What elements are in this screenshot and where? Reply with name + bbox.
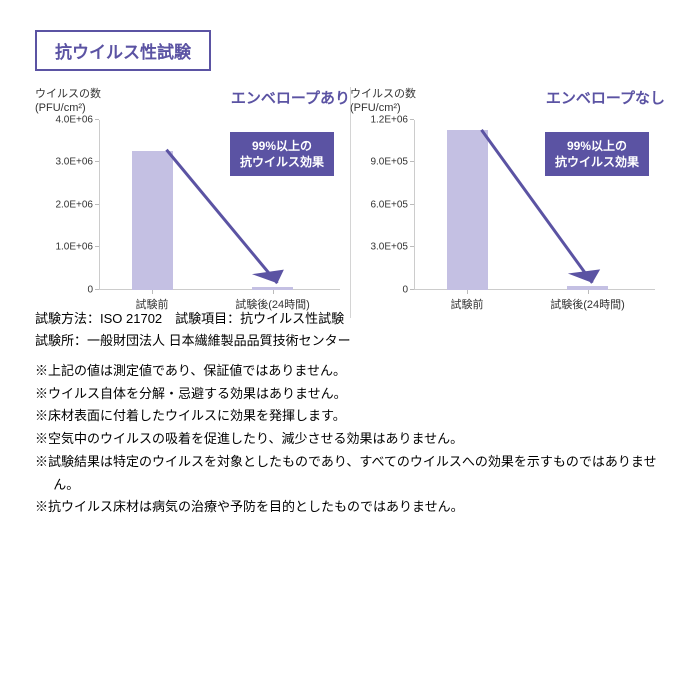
notes-line2: 試験所：一般財団法人 日本繊維製品品質技術センター bbox=[35, 330, 665, 352]
envelope-label: エンベロープあり bbox=[231, 87, 350, 108]
y-tick-label: 1.2E+06 bbox=[370, 114, 408, 125]
disclaimer-line: ※床材表面に付着したウイルスに効果を発揮します。 bbox=[35, 405, 665, 428]
chart-area: 01.0E+062.0E+063.0E+064.0E+06試験前試験後(24時間… bbox=[99, 120, 340, 290]
x-tick-label: 試験前 bbox=[451, 296, 484, 312]
charts-row: ウイルスの数(PFU/cm²)エンベロープあり01.0E+062.0E+063.… bbox=[35, 87, 665, 290]
y-tick-label: 4.0E+06 bbox=[55, 114, 93, 125]
envelope-label: エンベロープなし bbox=[546, 87, 665, 108]
y-tick-label: 3.0E+06 bbox=[55, 157, 93, 168]
y-tick-label: 0 bbox=[87, 284, 93, 295]
y-tick-label: 6.0E+05 bbox=[370, 199, 408, 210]
x-tick-label: 試験後(24時間) bbox=[235, 296, 310, 312]
disclaimer-line: ※ウイルス自体を分解・忌避する効果はありません。 bbox=[35, 383, 665, 406]
y-tick-label: 2.0E+06 bbox=[55, 199, 93, 210]
x-tick-label: 試験前 bbox=[136, 296, 169, 312]
disclaimer-line: ※空気中のウイルスの吸着を促進したり、減少させる効果はありません。 bbox=[35, 428, 665, 451]
bar bbox=[447, 130, 488, 290]
disclaimer-line: ※抗ウイルス床材は病気の治療や予防を目的としたものではありません。 bbox=[35, 496, 665, 519]
disclaimers: ※上記の値は測定値であり、保証値ではありません。※ウイルス自体を分解・忌避する効… bbox=[35, 360, 665, 519]
chart-envelope-yes: ウイルスの数(PFU/cm²) エンベロープあり 01.0E+062.0E+063.… bbox=[35, 87, 350, 290]
title-badge: 抗ウイルス性試験 bbox=[35, 30, 211, 71]
y-tick-label: 0 bbox=[402, 284, 408, 295]
effect-callout: 99%以上の抗ウイルス効果 bbox=[230, 132, 334, 176]
y-tick-label: 3.0E+05 bbox=[370, 242, 408, 253]
x-tick-label: 試験後(24時間) bbox=[550, 296, 625, 312]
y-axis-label: ウイルスの数(PFU/cm²) bbox=[350, 87, 416, 116]
disclaimer-line: ※試験結果は特定のウイルスを対象としたものであり、すべてのウイルスへの効果を示す… bbox=[35, 451, 665, 497]
y-tick-label: 9.0E+05 bbox=[370, 157, 408, 168]
effect-callout: 99%以上の抗ウイルス効果 bbox=[545, 132, 649, 176]
disclaimer-line: ※上記の値は測定値であり、保証値ではありません。 bbox=[35, 360, 665, 383]
y-axis-label: ウイルスの数(PFU/cm²) bbox=[35, 87, 101, 116]
chart-area: 03.0E+056.0E+059.0E+051.2E+06試験前試験後(24時間… bbox=[414, 120, 655, 290]
chart-envelope-no: ウイルスの数(PFU/cm²) エンベロープなし 03.0E+056.0E+059.… bbox=[350, 87, 665, 290]
y-tick-label: 1.0E+06 bbox=[55, 242, 93, 253]
bar bbox=[132, 151, 173, 289]
